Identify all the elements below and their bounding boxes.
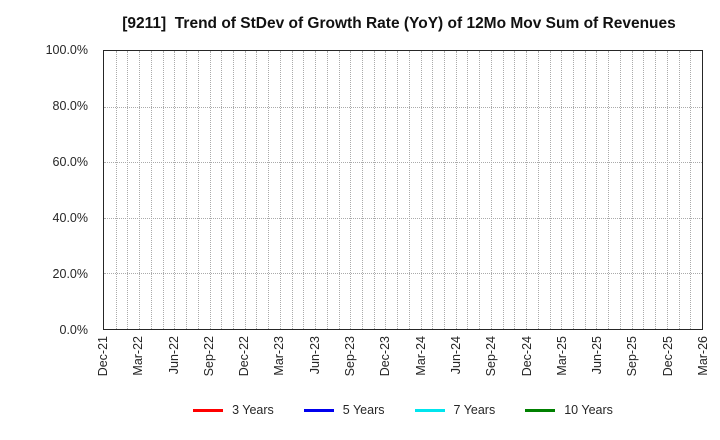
legend-item: 7 Years <box>414 403 496 417</box>
legend-line-swatch <box>303 408 334 412</box>
legend-line-swatch <box>525 408 556 412</box>
gridline-vertical <box>467 51 469 329</box>
y-tick-label: 60.0% <box>52 155 88 169</box>
x-tick-label: Dec-24 <box>519 336 534 377</box>
gridline-vertical <box>361 51 363 329</box>
gridline-vertical <box>291 51 293 329</box>
x-tick-label: Dec-25 <box>660 336 675 377</box>
gridline-vertical <box>631 51 633 329</box>
gridline-vertical <box>174 51 176 329</box>
gridline-vertical <box>432 51 434 329</box>
gridline-vertical <box>561 51 563 329</box>
gridline-vertical <box>666 51 668 329</box>
gridline-vertical <box>326 51 328 329</box>
gridline-vertical <box>373 51 375 329</box>
gridline-vertical <box>526 51 528 329</box>
gridline-horizontal <box>104 273 702 275</box>
gridline-vertical <box>303 51 305 329</box>
y-tick-label: 0.0% <box>59 323 89 337</box>
gridline-vertical <box>502 51 504 329</box>
gridline-vertical <box>408 51 410 329</box>
gridline-vertical <box>514 51 516 329</box>
plot-area <box>103 50 703 330</box>
legend-item: 3 Years <box>193 403 274 417</box>
gridline-vertical <box>115 51 117 329</box>
gridline-horizontal <box>104 106 702 108</box>
legend: 3 Years 5 Years 7 Years 10 Years <box>103 403 703 417</box>
gridline-vertical <box>549 51 551 329</box>
gridline-vertical <box>678 51 680 329</box>
gridline-vertical <box>444 51 446 329</box>
legend-label: 10 Years <box>564 403 613 417</box>
legend-label: 7 Years <box>453 403 496 417</box>
x-tick-label: Mar-24 <box>413 336 428 376</box>
gridline-vertical <box>244 51 246 329</box>
legend-line-swatch <box>193 408 224 412</box>
gridline-vertical <box>150 51 152 329</box>
legend-label: 3 Years <box>232 403 274 417</box>
gridline-vertical <box>490 51 492 329</box>
gridline-vertical <box>655 51 657 329</box>
x-tick-label: Mar-26 <box>696 336 710 376</box>
gridline-vertical <box>455 51 457 329</box>
gridline-vertical <box>279 51 281 329</box>
gridline-vertical <box>232 51 234 329</box>
gridline-vertical <box>209 51 211 329</box>
x-tick-label: Sep-23 <box>343 336 358 377</box>
x-tick-label: Mar-22 <box>131 336 146 376</box>
gridline-vertical <box>643 51 645 329</box>
gridline-vertical <box>608 51 610 329</box>
gridline-vertical <box>385 51 387 329</box>
gridline-vertical <box>596 51 598 329</box>
gridline-vertical <box>221 51 223 329</box>
gridline-vertical <box>162 51 164 329</box>
y-tick-label: 20.0% <box>52 267 88 281</box>
gridline-vertical <box>338 51 340 329</box>
x-tick-label: Dec-21 <box>96 336 110 377</box>
gridline-horizontal <box>104 217 702 219</box>
gridline-vertical <box>268 51 270 329</box>
x-tick-label: Mar-25 <box>554 336 569 376</box>
gridline-vertical <box>350 51 352 329</box>
y-tick-label: 80.0% <box>52 99 88 113</box>
x-tick-label: Mar-23 <box>272 336 287 376</box>
gridline-vertical <box>397 51 399 329</box>
x-tick-label: Dec-23 <box>378 336 393 377</box>
gridline-vertical <box>256 51 258 329</box>
x-tick-label: Jun-22 <box>166 336 181 375</box>
legend-item: 5 Years <box>303 403 385 417</box>
gridline-vertical <box>584 51 586 329</box>
gridline-vertical <box>690 51 692 329</box>
gridline-vertical <box>479 51 481 329</box>
gridline-vertical <box>127 51 129 329</box>
gridline-vertical <box>420 51 422 329</box>
gridline-vertical <box>315 51 317 329</box>
gridline-vertical <box>537 51 539 329</box>
x-tick-label: Sep-25 <box>625 336 640 377</box>
legend-line-swatch <box>414 408 445 412</box>
x-tick-label: Sep-22 <box>201 336 216 377</box>
legend-label: 5 Years <box>342 403 385 417</box>
gridline-vertical <box>619 51 621 329</box>
gridline-vertical <box>186 51 188 329</box>
legend-item: 10 Years <box>525 403 613 417</box>
chart-title: [9211] Trend of StDev of Growth Rate (Yo… <box>122 15 676 32</box>
gridline-vertical <box>197 51 199 329</box>
gridline-vertical <box>573 51 575 329</box>
x-tick-label: Jun-24 <box>448 336 463 375</box>
x-tick-label: Jun-23 <box>307 336 322 375</box>
y-tick-label: 40.0% <box>52 211 88 225</box>
x-tick-label: Jun-25 <box>590 336 605 375</box>
gridline-horizontal <box>104 162 702 164</box>
x-tick-label: Sep-24 <box>484 336 499 377</box>
x-tick-label: Dec-22 <box>237 336 252 377</box>
y-tick-label: 100.0% <box>45 43 88 57</box>
gridline-vertical <box>139 51 141 329</box>
